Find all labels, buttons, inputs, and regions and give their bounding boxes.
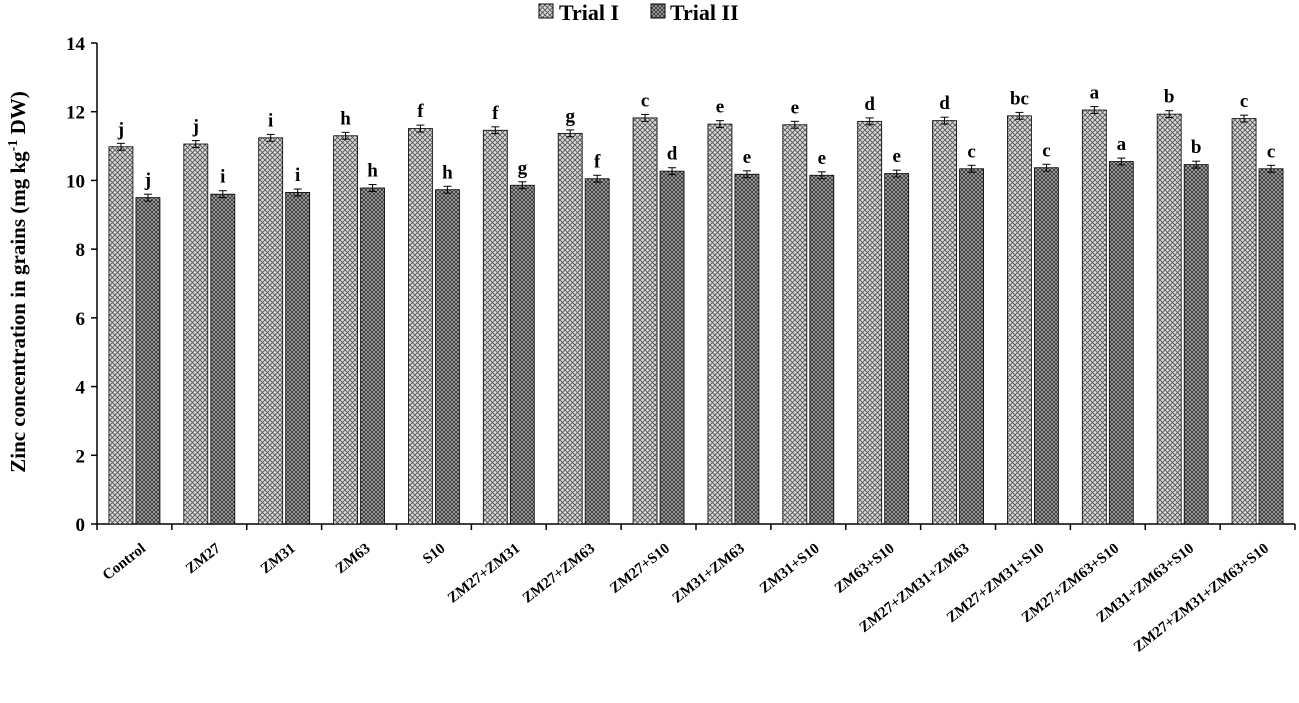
y-tick-label: 10 [66, 171, 85, 192]
bar-trial-2 [1034, 167, 1059, 525]
significance-letter: h [340, 108, 351, 129]
y-tick-label: 6 [76, 309, 86, 330]
x-category-label: ZM27+S10 [607, 541, 673, 597]
significance-letter: b [1164, 87, 1175, 108]
significance-letter: c [1240, 91, 1248, 112]
bar-trial-1 [1007, 115, 1032, 525]
bar-trial-1 [482, 129, 508, 525]
bar-trial-1 [1156, 113, 1182, 525]
significance-letter: d [667, 144, 678, 165]
legend-label-trial-1: Trial I [559, 0, 619, 25]
x-category-label: ZM63+S10 [832, 541, 898, 597]
significance-letter: e [716, 97, 724, 118]
significance-letter: i [220, 167, 225, 188]
bar-trial-1 [557, 132, 583, 525]
y-tick-label: 4 [76, 378, 86, 399]
significance-letter: b [1191, 137, 1202, 158]
x-category-label: ZM27+ZM31+ZM63+S10 [1131, 541, 1272, 656]
bar-trial-2 [659, 170, 685, 525]
x-axis-labels: Control ZM27 ZM31 ZM63 S10ZM27+ZM31ZM27+ZM63… [96, 524, 1296, 656]
significance-letter: f [417, 101, 424, 122]
x-category-label: ZM63 [333, 541, 374, 578]
y-axis-title-unit: DW) [6, 91, 30, 139]
bar-trial-1 [782, 124, 808, 525]
x-category-label: S10 [420, 541, 448, 568]
bar-trial-1 [333, 135, 358, 525]
x-category-label: ZM31+S10 [757, 541, 823, 597]
x-category-label: Control [100, 541, 149, 584]
significance-letter: g [518, 158, 528, 179]
bar-trial-1 [183, 143, 209, 525]
significance-letter: c [1267, 141, 1275, 162]
y-tick-label: 12 [66, 103, 85, 124]
significance-letter: e [791, 97, 799, 118]
bar-trial-2 [285, 192, 311, 525]
significance-letter: bc [1010, 88, 1029, 109]
bar-trial-2 [959, 168, 984, 525]
legend-swatch-trial-2 [650, 3, 666, 19]
bar-trial-2 [584, 178, 610, 525]
x-category-label: ZM31 [258, 541, 299, 578]
significance-letter: j [117, 119, 124, 140]
y-tick-label: 0 [76, 515, 86, 536]
bar-trial-2 [734, 173, 760, 525]
bar-trial-2 [1108, 161, 1134, 525]
y-axis-title: Zinc concentration in grains (mg kg-1 DW… [6, 91, 30, 473]
y-tick-label: 14 [66, 34, 86, 55]
significance-letter: e [892, 146, 900, 167]
bar-trial-2 [135, 197, 161, 525]
significance-letter: c [967, 141, 975, 162]
significance-letter: g [565, 106, 575, 127]
x-category-label: ZM27 [183, 540, 224, 577]
significance-letter: h [442, 162, 453, 183]
significance-letter: e [818, 148, 826, 169]
bar-trial-2 [360, 187, 385, 525]
y-axis-title-main: Zinc concentration in grains (mg kg [6, 151, 30, 473]
bar-trial-1 [1081, 109, 1107, 525]
y-tick-label: 8 [76, 240, 86, 261]
bar-trial-2 [809, 174, 835, 525]
significance-letter: f [594, 151, 601, 172]
significance-letter: a [1090, 83, 1100, 104]
legend: Trial I Trial II [538, 0, 739, 25]
significance-letter: f [492, 103, 499, 124]
bar-trial-1 [1231, 118, 1257, 525]
significance-letter: a [1117, 134, 1127, 155]
x-category-label: ZM31+ZM63 [670, 541, 748, 607]
y-axis-title-superscript: -1 [6, 140, 21, 152]
significance-letter: d [864, 94, 875, 115]
bar-trial-1 [857, 120, 883, 525]
x-category-label: ZM27+ZM63 [520, 541, 598, 607]
y-axis-ticks: 0 2 4 6 8 10 12 14 [66, 34, 97, 536]
bar-trial-1 [707, 123, 733, 525]
significance-letter: j [192, 117, 199, 138]
bar-trial-1 [932, 120, 957, 525]
significance-letter: d [939, 93, 950, 114]
bar-trial-2 [210, 193, 236, 525]
bar-trial-2 [1183, 164, 1209, 525]
significance-letter: e [743, 147, 751, 168]
bar-trial-1 [258, 137, 284, 525]
significance-letter: c [1042, 140, 1050, 161]
x-category-label: ZM27+ZM31 [445, 541, 523, 607]
y-tick-label: 2 [76, 446, 86, 467]
significance-letter: i [295, 165, 300, 186]
bar-trial-2 [435, 189, 460, 525]
bar-trial-1 [632, 117, 658, 525]
bar-trial-2 [884, 173, 910, 525]
significance-letter: i [268, 110, 273, 131]
significance-letter: c [641, 90, 649, 111]
legend-swatch-trial-1 [538, 3, 554, 19]
bar-trial-1 [108, 146, 134, 525]
bar-trial-2 [1258, 168, 1284, 525]
significance-letter: h [367, 161, 378, 182]
bar-trial-1 [408, 128, 433, 525]
legend-label-trial-2: Trial II [670, 0, 739, 25]
bar-trial-2 [509, 184, 535, 525]
significance-letter: j [144, 170, 151, 191]
